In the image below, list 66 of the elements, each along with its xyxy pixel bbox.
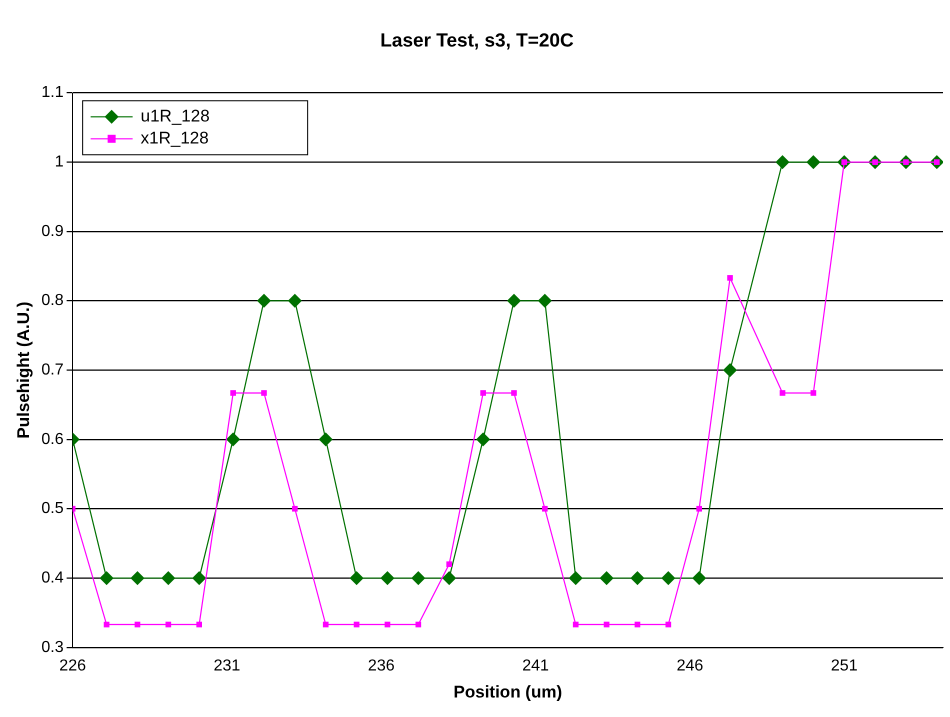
point xyxy=(776,155,790,170)
x-tick-label: 241 xyxy=(522,657,550,674)
point xyxy=(161,571,176,586)
x-tick-label: 246 xyxy=(676,657,704,674)
point xyxy=(692,571,706,586)
point xyxy=(661,571,676,586)
point xyxy=(810,390,816,396)
point xyxy=(780,390,786,396)
y-tick-label: 0.6 xyxy=(41,430,64,448)
point xyxy=(165,622,172,628)
legend-label: u1R_128 xyxy=(140,106,210,126)
point xyxy=(380,571,394,586)
point xyxy=(354,622,360,628)
y-tick-label: 0.4 xyxy=(41,569,64,586)
point xyxy=(261,390,267,396)
point xyxy=(542,506,548,512)
point xyxy=(100,571,114,586)
legend-label: x1R_128 xyxy=(140,128,209,148)
point xyxy=(727,275,733,281)
point xyxy=(634,622,640,628)
point xyxy=(476,432,490,446)
point xyxy=(288,294,302,308)
point xyxy=(230,390,236,396)
point xyxy=(723,363,738,378)
point xyxy=(350,571,364,586)
point xyxy=(134,622,140,628)
point xyxy=(511,390,517,396)
point xyxy=(257,294,271,308)
x-tick-label: 226 xyxy=(59,657,86,674)
y-tick-label: 0.3 xyxy=(41,638,64,656)
point xyxy=(384,622,390,628)
point xyxy=(196,622,202,628)
point xyxy=(630,571,644,586)
y-axis-title: Pulsehight (A.U.) xyxy=(14,302,33,439)
point xyxy=(130,571,144,586)
point xyxy=(292,506,298,512)
point xyxy=(696,506,702,512)
point xyxy=(226,432,240,446)
x-tick-label: 251 xyxy=(830,657,858,674)
point xyxy=(665,622,672,628)
point xyxy=(411,571,426,586)
point xyxy=(446,561,452,568)
point xyxy=(572,622,579,628)
point xyxy=(318,432,333,446)
y-tick-label: 1 xyxy=(54,154,64,171)
point xyxy=(806,155,820,170)
point xyxy=(480,390,486,396)
y-tick-label: 0.8 xyxy=(41,292,64,310)
x-tick-label: 231 xyxy=(214,657,240,674)
point xyxy=(538,294,552,308)
x-axis-title: Position (um) xyxy=(454,682,562,702)
y-tick-label: 1.1 xyxy=(41,84,64,102)
y-tick-label: 0.9 xyxy=(41,222,64,240)
point xyxy=(192,571,206,586)
point xyxy=(506,294,521,308)
x-tick-label: 236 xyxy=(368,657,395,674)
point xyxy=(415,622,422,628)
y-tick-label: 0.7 xyxy=(41,362,64,379)
point xyxy=(442,571,456,586)
y-tick-label: 0.5 xyxy=(41,500,64,518)
point xyxy=(600,571,614,586)
chart-title: Laser Test, s3, T=20C xyxy=(380,30,574,52)
point xyxy=(104,622,110,628)
point xyxy=(604,622,610,628)
point xyxy=(568,571,583,586)
point xyxy=(322,622,329,628)
